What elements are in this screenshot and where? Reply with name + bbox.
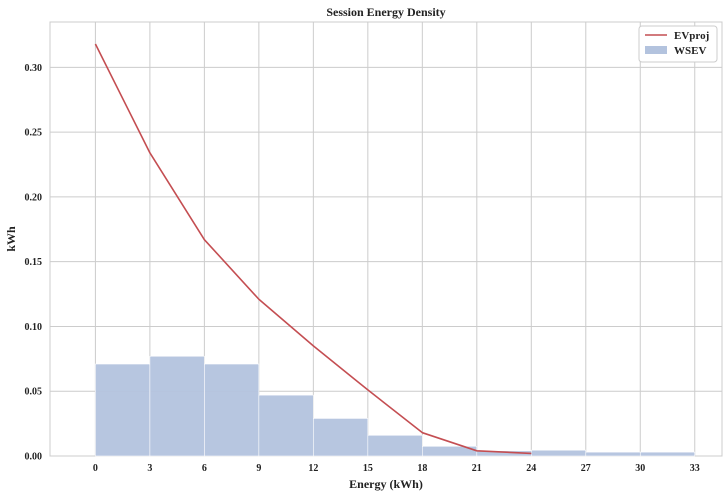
legend: EVproj WSEV bbox=[638, 25, 718, 63]
x-tick-label: 21 bbox=[472, 463, 482, 474]
x-tick-label: 15 bbox=[363, 463, 373, 474]
x-axis-title: Energy (kWh) bbox=[349, 477, 423, 491]
x-tick-label: 3 bbox=[147, 463, 152, 474]
y-axis-title: kWh bbox=[4, 226, 18, 252]
legend-label-bars: WSEV bbox=[674, 45, 706, 57]
x-tick-label: 0 bbox=[93, 463, 98, 474]
legend-bar-swatch bbox=[645, 46, 667, 54]
x-tick-label: 33 bbox=[690, 463, 700, 474]
x-tick-label: 30 bbox=[635, 463, 645, 474]
y-tick-label: 0.25 bbox=[25, 128, 43, 139]
histogram-bar bbox=[639, 451, 696, 457]
histogram-bar bbox=[530, 449, 587, 457]
x-tick-label: 24 bbox=[526, 463, 536, 474]
histogram-bar bbox=[313, 418, 369, 457]
histogram-bar bbox=[149, 355, 205, 457]
line-series bbox=[94, 43, 532, 455]
histogram-bar bbox=[585, 451, 641, 457]
histogram-bar bbox=[367, 434, 423, 457]
x-tick-labels: 0 3 6 9 12 15 18 21 24 27 30 33 bbox=[93, 463, 700, 474]
x-tick-label: 18 bbox=[417, 463, 427, 474]
y-tick-label: 0.10 bbox=[25, 322, 43, 333]
y-tick-label: 0.15 bbox=[25, 257, 43, 268]
x-tick-label: 27 bbox=[581, 463, 591, 474]
histogram-bar bbox=[95, 363, 151, 457]
histogram-bar bbox=[258, 394, 314, 457]
line-series-layer bbox=[94, 43, 532, 455]
y-tick-label: 0.00 bbox=[25, 452, 43, 463]
y-tick-labels: 0.00 0.05 0.10 0.15 0.20 0.25 0.30 bbox=[25, 63, 43, 463]
legend-label-line: EVproj bbox=[674, 30, 709, 42]
y-tick-label: 0.30 bbox=[25, 63, 43, 74]
x-tick-label: 12 bbox=[308, 463, 318, 474]
histogram-bars bbox=[95, 355, 696, 457]
x-tick-label: 9 bbox=[256, 463, 261, 474]
y-tick-label: 0.05 bbox=[25, 387, 43, 398]
histogram-bar bbox=[204, 363, 260, 457]
chart-title: Session Energy Density bbox=[326, 5, 445, 19]
x-tick-label: 6 bbox=[202, 463, 207, 474]
y-tick-label: 0.20 bbox=[25, 192, 43, 203]
